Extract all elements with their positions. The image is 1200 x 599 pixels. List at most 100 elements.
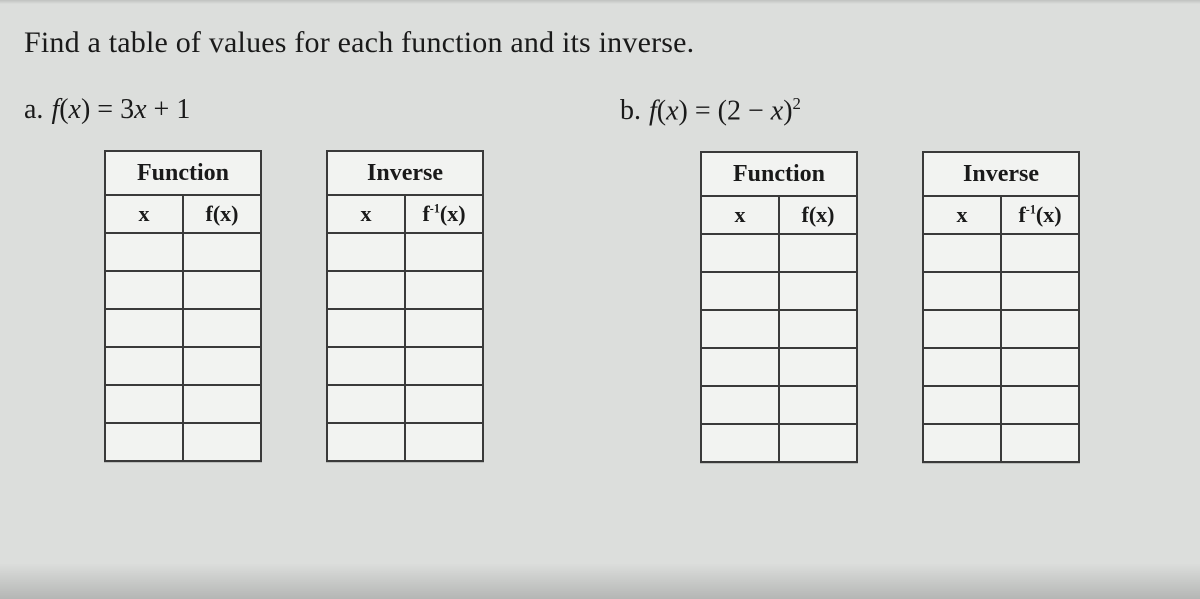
table-row: [701, 234, 857, 272]
worksheet-page: Find a table of values for each function…: [0, 0, 1200, 599]
empty-cell: [405, 233, 483, 271]
empty-cell: [701, 386, 779, 424]
empty-cell: [183, 347, 261, 385]
table-row: [701, 272, 857, 310]
empty-cell: [923, 348, 1001, 386]
table-row: [105, 271, 261, 309]
empty-cell: [779, 386, 857, 424]
bottom-shadow: [0, 563, 1200, 599]
empty-cell: [405, 271, 483, 309]
empty-cell: [779, 272, 857, 310]
table-row: [923, 234, 1079, 272]
table-row: [327, 309, 483, 347]
empty-cell: [701, 348, 779, 386]
table-row: [923, 424, 1079, 462]
table-row: [105, 347, 261, 385]
table-row: [923, 348, 1079, 386]
part-b-label: b. f(x) = (2 − x)2: [620, 94, 1176, 127]
empty-cell: [923, 386, 1001, 424]
part-a-function-table: Function x f(x): [104, 150, 262, 462]
empty-cell: [183, 385, 261, 423]
table-row: [923, 272, 1079, 310]
table-row: [923, 386, 1079, 424]
col-fx: f(x): [779, 196, 857, 234]
table-row: [327, 423, 483, 461]
part-a-inverse-table-wrap: Inverse x f-1(x): [326, 150, 484, 462]
table-title: Function: [701, 152, 857, 196]
empty-cell: [183, 233, 261, 271]
empty-cell: [327, 309, 405, 347]
part-b-equation: f(x) = (2 − x)2: [649, 94, 801, 127]
empty-cell: [327, 385, 405, 423]
empty-cell: [105, 385, 183, 423]
part-a-function-table-wrap: Function x f(x): [104, 150, 262, 462]
empty-cell: [405, 423, 483, 461]
empty-cell: [923, 310, 1001, 348]
empty-cell: [105, 233, 183, 271]
empty-cell: [1001, 310, 1079, 348]
part-a-tables: Function x f(x) Inverse x f-1(x): [24, 150, 580, 462]
empty-cell: [405, 309, 483, 347]
empty-cell: [779, 234, 857, 272]
col-x: x: [923, 196, 1001, 234]
empty-cell: [923, 424, 1001, 462]
top-shadow: [0, 0, 1200, 4]
table-row: [701, 348, 857, 386]
table-row: [105, 423, 261, 461]
empty-cell: [327, 271, 405, 309]
part-a-inverse-table: Inverse x f-1(x): [326, 150, 484, 462]
table-row: [701, 386, 857, 424]
empty-cell: [1001, 234, 1079, 272]
table-title: Function: [105, 151, 261, 195]
empty-cell: [701, 424, 779, 462]
empty-cell: [327, 233, 405, 271]
col-x: x: [105, 195, 183, 233]
part-a-label: a. f(x) = 3x + 1: [24, 94, 580, 126]
table-row: [327, 347, 483, 385]
empty-cell: [327, 423, 405, 461]
part-b-inverse-table: Inverse x f-1(x): [922, 151, 1080, 463]
empty-cell: [1001, 348, 1079, 386]
table-row: [923, 310, 1079, 348]
col-finv: f-1(x): [1001, 196, 1079, 234]
empty-cell: [1001, 386, 1079, 424]
table-title: Inverse: [327, 151, 483, 195]
part-a-letter: a.: [24, 94, 43, 126]
empty-cell: [405, 347, 483, 385]
part-b-letter: b.: [620, 95, 641, 127]
table-row: [701, 424, 857, 462]
part-b-function-table-wrap: Function x f(x): [700, 151, 858, 463]
empty-cell: [105, 347, 183, 385]
part-b-function-table: Function x f(x): [700, 151, 858, 463]
empty-cell: [105, 271, 183, 309]
table-row: [327, 385, 483, 423]
table-row: [105, 233, 261, 271]
empty-rows: [327, 233, 483, 461]
col-x: x: [327, 195, 405, 233]
instruction-text: Find a table of values for each function…: [24, 26, 1176, 60]
table-row: [105, 309, 261, 347]
empty-rows: [923, 234, 1079, 462]
empty-cell: [779, 348, 857, 386]
empty-cell: [183, 271, 261, 309]
table-row: [327, 233, 483, 271]
empty-cell: [183, 423, 261, 461]
table-title: Inverse: [923, 152, 1079, 196]
empty-cell: [779, 310, 857, 348]
col-finv: f-1(x): [405, 195, 483, 233]
empty-cell: [105, 309, 183, 347]
part-b: b. f(x) = (2 − x)2 Function x f(x): [620, 94, 1176, 463]
empty-cell: [105, 423, 183, 461]
col-x: x: [701, 196, 779, 234]
empty-cell: [701, 272, 779, 310]
empty-cell: [701, 234, 779, 272]
col-fx: f(x): [183, 195, 261, 233]
empty-cell: [923, 272, 1001, 310]
empty-cell: [923, 234, 1001, 272]
part-a-equation: f(x) = 3x + 1: [51, 94, 190, 126]
empty-rows: [701, 234, 857, 462]
empty-cell: [405, 385, 483, 423]
empty-cell: [183, 309, 261, 347]
table-row: [105, 385, 261, 423]
empty-cell: [327, 347, 405, 385]
